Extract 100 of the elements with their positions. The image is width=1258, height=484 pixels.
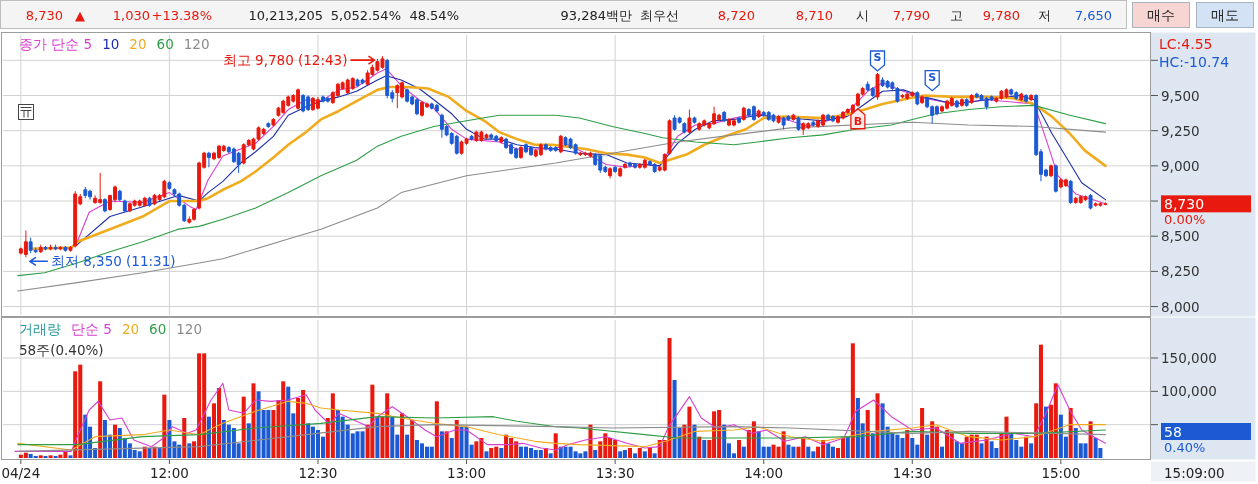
line-series <box>17 416 1106 446</box>
text: 고 <box>949 7 963 23</box>
candlestick <box>38 244 43 254</box>
bar <box>548 453 553 458</box>
bar <box>251 383 256 458</box>
bar <box>68 455 73 458</box>
candlestick <box>142 196 147 208</box>
candlestick <box>53 244 58 251</box>
candlestick <box>499 135 504 144</box>
bar <box>375 416 380 458</box>
text: LC:4.55 <box>1159 36 1213 52</box>
candlestick <box>147 196 152 208</box>
candlestick <box>756 109 761 119</box>
bar <box>38 455 43 458</box>
text: 15:09:00 <box>1164 465 1225 481</box>
bar <box>538 450 543 458</box>
candlestick <box>350 76 355 91</box>
candlestick <box>1029 93 1034 102</box>
candlestick <box>915 90 920 106</box>
y-tick-label: 8,500 <box>1161 228 1200 245</box>
candlestick <box>63 245 68 253</box>
bar <box>875 393 880 458</box>
candlestick <box>900 93 905 99</box>
bar <box>702 440 707 458</box>
candlestick <box>969 93 974 105</box>
candlestick <box>667 118 672 156</box>
candlestick <box>949 96 954 108</box>
candlestick <box>722 110 727 123</box>
text: 0.00% <box>1164 212 1206 228</box>
candlestick <box>1053 163 1058 194</box>
candlestick <box>405 87 410 104</box>
line-series <box>17 104 1106 277</box>
candlestick <box>325 96 330 104</box>
y-tick-label: 9,000 <box>1161 157 1200 174</box>
bar <box>633 453 638 458</box>
bar <box>627 448 633 458</box>
candlestick <box>964 97 969 108</box>
text: 7,790 <box>892 7 930 23</box>
text: 8,730 <box>25 7 63 23</box>
line-series <box>17 400 1106 451</box>
text: 5,052.54% <box>330 7 401 23</box>
bar <box>489 448 494 458</box>
text: 60 <box>156 36 174 52</box>
bar <box>949 433 954 458</box>
candlestick <box>796 116 801 132</box>
text: 0.40% <box>1164 440 1206 455</box>
candlestick <box>737 116 742 125</box>
bar <box>826 443 831 458</box>
bar <box>637 448 642 458</box>
bar <box>989 441 994 458</box>
candlestick <box>1083 194 1088 202</box>
bar <box>845 436 850 458</box>
candlestick <box>1024 93 1029 104</box>
candlestick <box>682 121 687 134</box>
candlestick <box>613 165 618 174</box>
annotation: 58주(0.40%) <box>19 342 104 358</box>
text: 저 <box>1037 7 1051 23</box>
text: 93,284백만 <box>560 7 632 23</box>
bar <box>429 446 434 458</box>
candlestick <box>816 118 821 129</box>
bar <box>766 446 771 458</box>
candlestick <box>68 245 73 253</box>
candlestick <box>43 245 48 251</box>
bar <box>330 393 335 458</box>
candlestick <box>558 134 563 154</box>
bar <box>622 450 627 458</box>
bar <box>400 413 405 458</box>
text: ▲ <box>75 7 85 23</box>
candlestick <box>692 116 697 125</box>
candlestick <box>102 197 107 213</box>
annotation: B <box>853 115 863 129</box>
candlestick <box>920 95 925 105</box>
bar <box>865 410 870 458</box>
text: 단순 5 <box>71 321 112 337</box>
x-tick-label: 12:30 <box>298 465 338 481</box>
candlestick <box>776 114 781 125</box>
candlestick <box>518 145 523 160</box>
candlestick <box>751 104 756 122</box>
text: 48.54% <box>409 7 459 23</box>
candlestick <box>489 132 494 140</box>
candlestick <box>434 103 439 113</box>
bar <box>642 451 647 458</box>
text: 8,720 <box>717 7 755 23</box>
candlestick <box>811 120 816 127</box>
candlestick <box>1049 163 1054 178</box>
text: 8,730 <box>1164 195 1205 212</box>
bar <box>439 431 444 458</box>
text: 시 <box>855 7 869 23</box>
candlestick <box>687 109 692 134</box>
candlestick <box>954 99 959 109</box>
candlestick <box>608 166 613 180</box>
bar <box>652 453 657 458</box>
candlestick <box>781 116 786 130</box>
bar <box>806 446 811 458</box>
candlestick <box>385 58 390 99</box>
chart-title: 거래량 <box>19 321 61 337</box>
bar <box>98 381 103 458</box>
bar <box>484 451 489 458</box>
candlestick <box>301 93 306 113</box>
bar <box>286 386 291 458</box>
